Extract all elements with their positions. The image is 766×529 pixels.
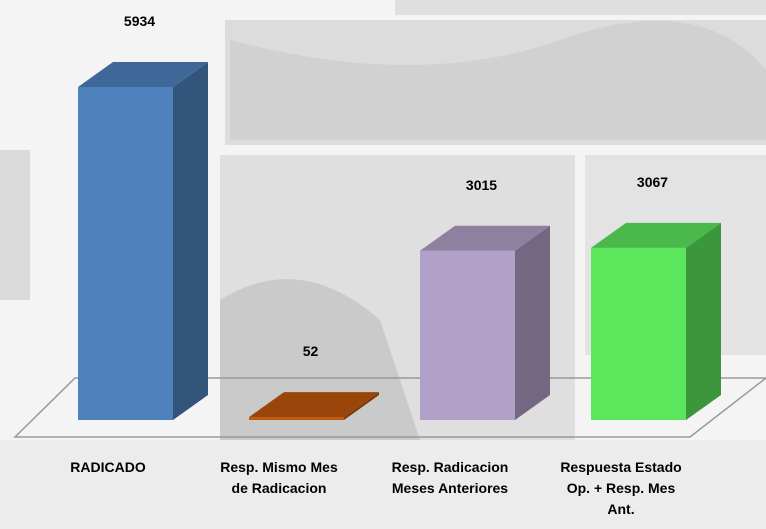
bar-top — [78, 62, 208, 87]
x-tick-label: Resp. Mismo Mes de Radicacion — [220, 459, 338, 496]
bar-side — [686, 222, 721, 420]
bar-front — [249, 417, 344, 420]
bar — [420, 225, 550, 420]
bar-front — [591, 247, 686, 420]
value-label: 3015 — [466, 177, 497, 193]
value-label: 5934 — [124, 13, 155, 29]
value-label: 52 — [303, 343, 319, 359]
bar-side — [173, 62, 208, 420]
bar-front — [78, 87, 173, 420]
bar-top — [591, 222, 721, 248]
bar — [249, 392, 379, 420]
value-label: 3067 — [637, 174, 668, 190]
bar-top — [420, 225, 550, 251]
bar-top — [249, 392, 379, 418]
x-tick-label: RADICADO — [70, 459, 146, 475]
x-tick-label: Respuesta Estado Op. + Resp. Mes Ant. — [560, 459, 681, 517]
bar-side — [515, 225, 550, 420]
bar — [591, 222, 721, 420]
bar-front — [420, 250, 515, 420]
bar — [78, 62, 208, 420]
x-tick-label: Resp. Radicacion Meses Anteriores — [392, 459, 509, 496]
bar-side — [344, 392, 379, 420]
floor — [13, 377, 766, 438]
